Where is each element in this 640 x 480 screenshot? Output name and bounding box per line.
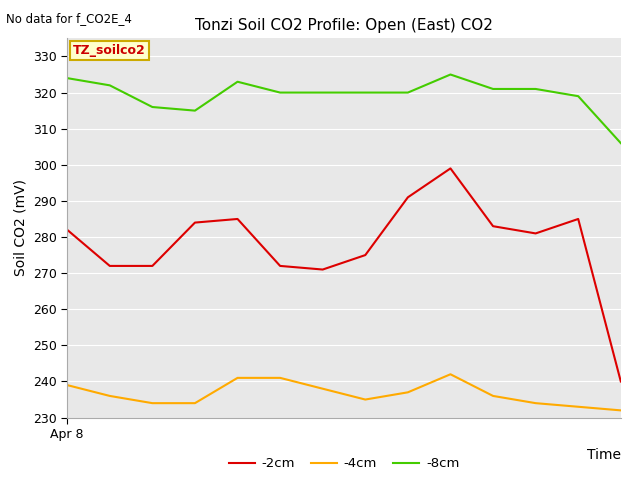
Text: TZ_soilco2: TZ_soilco2 [73,44,145,57]
Legend: -2cm, -4cm, -8cm: -2cm, -4cm, -8cm [223,452,465,476]
Text: No data for f_CO2E_4: No data for f_CO2E_4 [6,12,132,25]
Title: Tonzi Soil CO2 Profile: Open (East) CO2: Tonzi Soil CO2 Profile: Open (East) CO2 [195,18,493,33]
Y-axis label: Soil CO2 (mV): Soil CO2 (mV) [13,180,28,276]
Text: Time: Time [587,448,621,462]
